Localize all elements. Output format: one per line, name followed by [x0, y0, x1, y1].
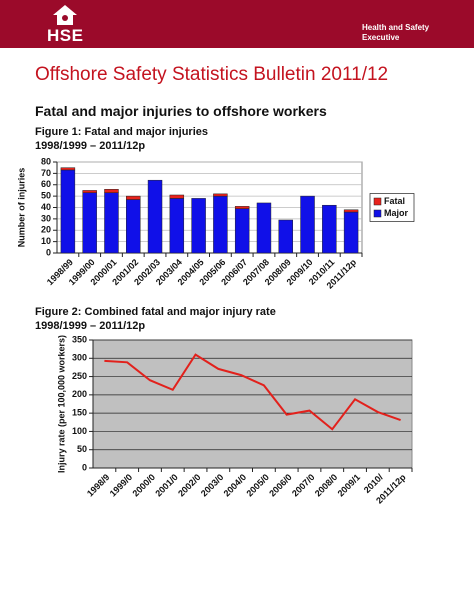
bar-segment	[234, 206, 250, 209]
bar-segment	[104, 192, 119, 254]
bar-segment	[343, 211, 359, 254]
y-axis-title: Injury rate (per 100,000 workers)	[56, 335, 66, 473]
bar-segment	[300, 195, 315, 254]
x-tick-label: 2000/0	[131, 472, 158, 499]
y-tick-label: 30	[41, 213, 51, 223]
bar-segment	[147, 179, 163, 254]
x-tick-label: 2002/0	[176, 472, 203, 499]
y-tick-label: 250	[72, 371, 87, 381]
legend-swatch	[373, 197, 382, 206]
bar-segment	[234, 208, 250, 254]
x-tick-label: 2003/0	[199, 472, 226, 499]
x-tick-label: 2004/0	[222, 472, 249, 499]
figure-caption: Figure 2: Combined fatal and major injur…	[35, 305, 276, 333]
logo-text: HSE	[47, 26, 84, 45]
x-tick-label: 2007/0	[290, 472, 317, 499]
bar-segment	[169, 194, 185, 199]
bar-segment	[213, 193, 228, 197]
y-tick-label: 350	[72, 334, 87, 344]
caption-subtitle: 1998/1999 – 2011/12p	[35, 320, 146, 332]
y-tick-label: 40	[41, 202, 51, 212]
organisation: Health and Safety Executive	[362, 23, 430, 42]
y-tick-label: 10	[41, 236, 51, 246]
y-tick-label: 200	[72, 389, 87, 399]
x-tick-label: 2008/0	[313, 472, 340, 499]
x-tick-label: 2001/0	[153, 472, 180, 499]
y-tick-label: 150	[72, 408, 87, 418]
caption-title: Figure 1: Fatal and major injuries	[35, 126, 208, 138]
y-tick-label: 50	[41, 191, 51, 201]
plot-area	[92, 339, 413, 469]
bar-segment	[126, 195, 141, 200]
bar-segment	[169, 198, 185, 254]
legend-swatch	[373, 209, 382, 218]
y-tick-label: 100	[72, 426, 87, 436]
legend-label: Fatal	[384, 196, 405, 206]
bar-segment	[343, 209, 359, 213]
line	[104, 353, 401, 431]
bar-segment	[191, 198, 206, 254]
bar-segment	[82, 190, 97, 193]
y-tick-label: 0	[46, 247, 51, 257]
x-tick-label: 2005/0	[244, 472, 271, 499]
y-tick-label: 80	[41, 156, 51, 166]
bar-segment	[213, 195, 228, 254]
section-title: Fatal and major injuries to offshore wor…	[35, 103, 327, 119]
header-band: HSE Health and Safety Executive	[0, 0, 474, 48]
bar-segment	[126, 199, 141, 254]
bar-segment	[322, 204, 337, 254]
bar-segment	[82, 192, 97, 254]
page-title: Offshore Safety Statistics Bulletin 2011…	[35, 64, 389, 85]
legend-label: Major	[384, 208, 409, 218]
y-tick-label: 60	[41, 179, 51, 189]
y-tick-label: 300	[72, 353, 87, 363]
y-tick-label: 0	[82, 462, 87, 472]
y-tick-label: 70	[41, 168, 51, 178]
bar-segment	[104, 189, 119, 193]
bar-segment	[60, 167, 76, 171]
bar-segment	[256, 202, 272, 254]
x-tick-label: 1998/9	[85, 472, 112, 499]
bar-segment	[60, 169, 76, 254]
x-tick-label: 2006/0	[267, 472, 294, 499]
caption-subtitle: 1998/1999 – 2011/12p	[35, 140, 146, 152]
bar-segment	[278, 219, 293, 254]
y-tick-label: 20	[41, 225, 51, 235]
x-tick-label: 1999/0	[108, 472, 135, 499]
y-axis-title: Number of injuries	[16, 168, 26, 248]
x-tick-label: 2009/1	[336, 472, 363, 499]
y-tick-label: 50	[77, 444, 87, 454]
figure-caption: Figure 1: Fatal and major injuries 1998/1…	[35, 125, 208, 153]
chart: 0 50 100 150 200 250 300 350 Injury rate (per 10…	[56, 334, 413, 506]
caption-title: Figure 2: Combined fatal and major injur…	[35, 306, 276, 318]
logo-icon	[53, 5, 77, 25]
